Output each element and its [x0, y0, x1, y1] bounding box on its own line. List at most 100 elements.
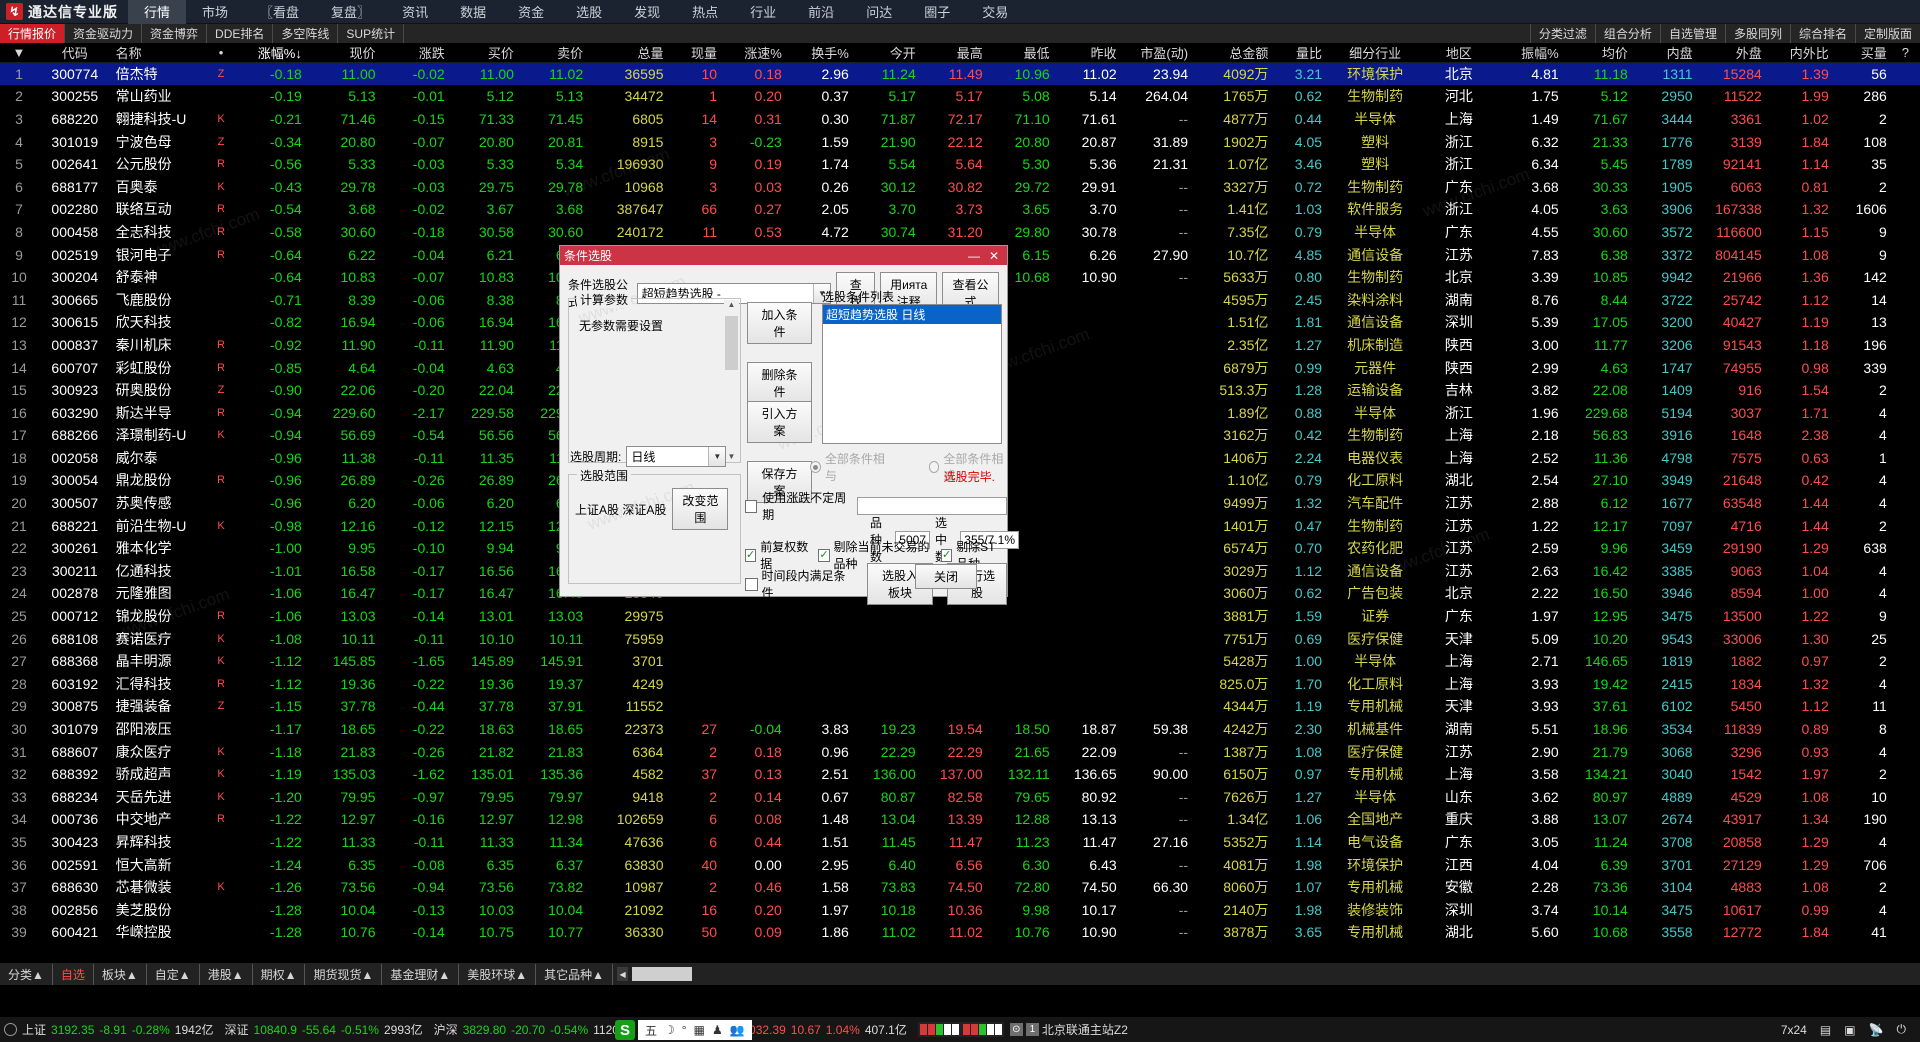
category-期权▲[interactable]: 期权▲ — [253, 963, 306, 985]
change-range-button[interactable]: 改变范围 — [672, 488, 729, 530]
menu-item-资讯[interactable]: 资讯 — [402, 5, 429, 20]
menu-item-资金[interactable]: 资金 — [518, 5, 545, 20]
column-header-名称[interactable]: 名称 — [111, 43, 208, 63]
category-自选[interactable]: 自选 — [53, 963, 94, 985]
ime-toolbar[interactable]: S 五 ☽ ° ▦ ♟ 👥 — [615, 1020, 752, 1040]
keyboard-icon[interactable]: ▤ — [1819, 1022, 1832, 1037]
column-header-涨幅%↓[interactable]: 涨幅%↓ — [234, 43, 306, 63]
table-row[interactable]: 33 688234 天岳先进 K -1.20 79.95 -0.97 79.95 79.97 94… — [0, 786, 1920, 809]
menu-item-数据[interactable]: 数据 — [460, 5, 487, 20]
category-美股环球▲[interactable]: 美股环球▲ — [459, 963, 537, 985]
period-select[interactable]: 日线 ▼ — [626, 446, 727, 467]
table-row[interactable]: 27 688368 晶丰明源 K -1.12 145.85 -1.65 145.89 145.9… — [0, 650, 1920, 673]
toolbar-button-组合分析[interactable]: 组合分析 — [1594, 24, 1660, 43]
radio-or-icon[interactable] — [928, 461, 940, 473]
condition-stock-picker-dialog[interactable]: 条件选股 — ✕ www.cfchi.com www.cfchi.com www… — [559, 245, 1020, 605]
add-condition-button[interactable]: 加入条件 — [747, 302, 812, 344]
toolbar-button-SUP统计[interactable]: SUP统计 — [338, 24, 405, 43]
column-header-昨收[interactable]: 昨收 — [1053, 43, 1121, 63]
table-row[interactable]: 35 300423 昇辉科技 -1.22 11.33 -0.11 11.33 11.34 476… — [0, 831, 1920, 854]
delete-condition-button[interactable]: 删除条件 — [747, 362, 812, 404]
column-header-内盘[interactable]: 内盘 — [1631, 43, 1697, 63]
column-header-市盈(动)[interactable]: 市盈(动) — [1120, 43, 1193, 63]
ime-button[interactable]: ▦ — [693, 1023, 705, 1037]
close-icon[interactable]: ✕ — [988, 248, 999, 263]
column-header-地区[interactable]: 地区 — [1424, 43, 1494, 63]
category-基金理财▲[interactable]: 基金理财▲ — [382, 963, 460, 985]
menu-item-前沿[interactable]: 前沿 — [808, 5, 835, 20]
ime-button[interactable]: 五 — [645, 1023, 658, 1038]
quote-table[interactable]: ▼ 代码 名称 • 涨幅%↓ 现价 涨跌 买价 卖价 总量 现量 涨速% 换手% 今开 最高 最低 昨收 市盈(动… — [0, 43, 1920, 944]
undetermined-checkbox[interactable] — [745, 499, 758, 513]
menu-item-行业[interactable]: 行业 — [750, 5, 777, 20]
ime-buttons[interactable]: 五 ☽ ° ▦ ♟ 👥 — [638, 1020, 752, 1040]
ime-button[interactable]: ☽ — [664, 1023, 675, 1037]
table-row[interactable]: 4 301019 宁波色母 Z -0.34 20.80 -0.07 20.80 20.81 891… — [0, 130, 1920, 153]
column-header-最低[interactable]: 最低 — [986, 43, 1054, 63]
table-row[interactable]: 31 688607 康众医疗 K -1.18 21.83 -0.26 21.82 21.83 63… — [0, 740, 1920, 763]
scroll-down-icon[interactable]: ▼ — [727, 452, 736, 461]
table-row[interactable]: 7 002280 联络互动 R -0.54 3.68 -0.02 3.67 3.68 387647… — [0, 198, 1920, 221]
toolbar-button-分类过滤[interactable]: 分类过滤 — [1529, 24, 1595, 43]
column-header-卖价[interactable]: 卖价 — [517, 43, 588, 63]
radio-or-option[interactable]: 全部条件相或 — [928, 450, 1008, 484]
column-header-今开[interactable]: 今开 — [852, 43, 920, 63]
exclude-untraded-checkbox[interactable]: ✓ — [818, 548, 830, 562]
radio-and-icon[interactable] — [810, 461, 821, 473]
column-header-•[interactable]: • — [207, 43, 235, 63]
table-header-row[interactable]: ▼ 代码 名称 • 涨幅%↓ 现价 涨跌 买价 卖价 总量 现量 涨速% 换手% 今开 最高 最低 昨收 市盈(动… — [0, 43, 1920, 63]
category-期货现货▲[interactable]: 期货现货▲ — [305, 963, 383, 985]
menu-item-〖看盘[interactable]: 〖看盘 — [260, 5, 300, 20]
import-scheme-button[interactable]: 引入方案 — [747, 401, 812, 443]
table-row[interactable]: 18002058威尔泰-0.9611.38-0.1111.3511.381237… — [0, 447, 1920, 470]
column-header-买量[interactable]: 买量 — [1832, 43, 1891, 63]
column-header-买价[interactable]: 买价 — [448, 43, 518, 63]
column-header-现价[interactable]: 现价 — [305, 43, 380, 63]
category-其它品种▲[interactable]: 其它品种▲ — [536, 963, 614, 985]
menu-item-行情[interactable]: 行情 — [128, 0, 187, 24]
toolbar-button-资金博弈[interactable]: 资金博弈 — [142, 24, 208, 43]
scroll-up-icon[interactable]: ▲ — [727, 300, 736, 309]
menu-item-选股[interactable]: 选股 — [576, 5, 603, 20]
table-row[interactable]: 38 002856 美芝股份 -1.28 10.04 -0.13 10.03 10.04 210… — [0, 898, 1920, 921]
close-button[interactable]: 关闭 — [915, 564, 977, 589]
menu-item-问达[interactable]: 问达 — [866, 5, 893, 20]
satellite-icon[interactable]: 📡 — [1868, 1022, 1884, 1037]
toolbar-button-定制版面[interactable]: 定制版面 — [1854, 24, 1920, 43]
adjust-data-checkbox[interactable]: ✓ — [745, 548, 757, 562]
table-row[interactable]: 5 002641 公元股份 R -0.56 5.33 -0.03 5.33 5.34 196930… — [0, 153, 1920, 176]
menu-item-复盘〗[interactable]: 复盘〗 — [331, 5, 371, 20]
menu-item-圈子[interactable]: 圈子 — [924, 5, 951, 20]
table-row[interactable]: 16 603290 斯达半导 R -0.94 229.60 -2.17 229.58 229.6… — [0, 401, 1920, 424]
quote-table-container[interactable]: www.cfchi.com www.cfchi.com www.cfchi.co… — [0, 43, 1920, 963]
table-row[interactable]: 1 300774 倍杰特 Z -0.18 11.00 -0.02 11.00 11.02 3659… — [0, 62, 1920, 86]
column-header-换手%[interactable]: 换手% — [785, 43, 853, 63]
ime-button[interactable]: ° — [681, 1023, 687, 1037]
menu-item-热点[interactable]: 热点 — [692, 5, 719, 20]
menu-item-发现[interactable]: 发现 — [634, 5, 661, 20]
undetermined-input[interactable] — [856, 497, 1007, 515]
table-row[interactable]: 20300507苏奥传感-0.966.20-0.066.206.21155225… — [0, 492, 1920, 515]
table-row[interactable]: 29 300875 捷强装备 Z -1.15 37.78 -0.44 37.78 37.91 11… — [0, 695, 1920, 718]
toolbar-button-DDE排名[interactable]: DDE排名 — [207, 24, 274, 43]
table-row[interactable]: 32 688392 骄成超声 K -1.19 135.03 -1.62 135.01 135.3… — [0, 763, 1920, 786]
exclude-st-checkbox[interactable]: ✓ — [940, 548, 953, 562]
table-row[interactable]: 25 000712 锦龙股份 R -1.06 13.03 -0.14 13.01 13.03 29… — [0, 605, 1920, 628]
chevron-down-icon[interactable]: ▼ — [708, 447, 726, 466]
column-header-?[interactable]: ? — [1890, 43, 1920, 63]
toolbar-button-资金驱动力[interactable]: 资金驱动力 — [65, 24, 143, 43]
column-header-量比[interactable]: 量比 — [1272, 43, 1327, 63]
menu-item-市场[interactable]: 市场 — [202, 5, 229, 20]
column-header-内外比[interactable]: 内外比 — [1765, 43, 1833, 63]
category-scroll-track[interactable] — [632, 967, 693, 981]
column-header-总金额[interactable]: 总金额 — [1192, 43, 1273, 63]
ime-button[interactable]: ♟ — [711, 1023, 723, 1037]
table-row[interactable]: 34 000736 中交地产 R -1.22 12.97 -0.16 12.97 12.98 10… — [0, 808, 1920, 831]
table-row[interactable]: 6 688177 百奥泰 K -0.43 29.78 -0.03 29.75 29.78 1096… — [0, 175, 1920, 198]
minimize-icon[interactable]: — — [967, 248, 980, 263]
column-header-涨跌[interactable]: 涨跌 — [379, 43, 449, 63]
adjust-data-option[interactable]: ✓ 前复权数据 — [745, 538, 808, 572]
table-row[interactable]: 2 300255 常山药业 -0.19 5.13 -0.01 5.12 5.13 34472 1 0… — [0, 85, 1920, 108]
scrollbar-thumb[interactable] — [725, 316, 738, 370]
table-row[interactable]: 3 688220 翱捷科技-U K -0.21 71.46 -0.15 71.33 71.45 6… — [0, 108, 1920, 131]
